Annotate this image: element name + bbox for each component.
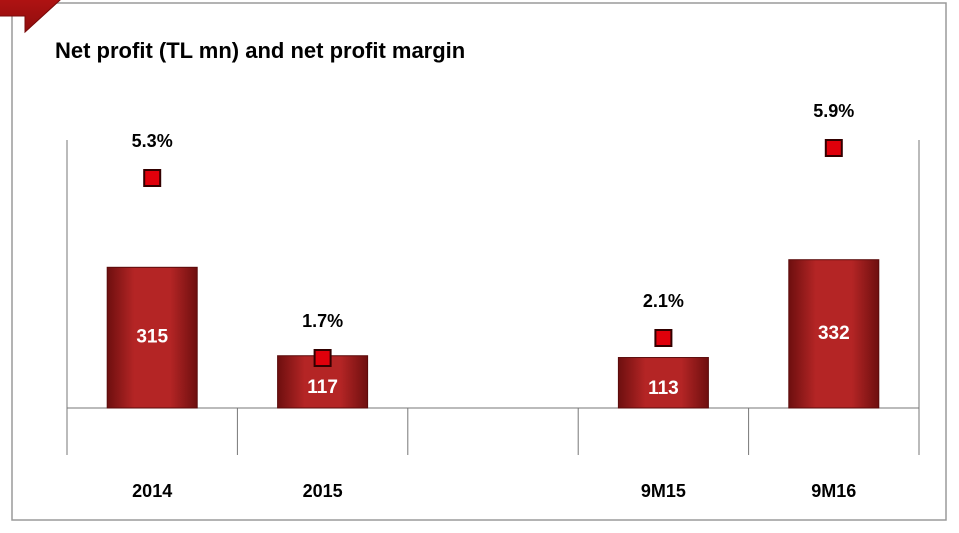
- margin-marker: [654, 329, 673, 347]
- bar-label: 315: [136, 327, 168, 348]
- margin-label: 1.7%: [302, 311, 343, 331]
- bar-label: 117: [307, 377, 338, 398]
- x-tick-label: 9M15: [641, 481, 686, 501]
- bar: [106, 266, 198, 409]
- margin-marker: [143, 169, 162, 187]
- margin-marker: [313, 349, 332, 367]
- bar: [617, 357, 709, 409]
- chart-title: Net profit (TL mn) and net profit margin: [55, 38, 465, 63]
- bar: [788, 259, 880, 409]
- bar-label: 113: [648, 378, 679, 399]
- bar-label: 332: [818, 323, 850, 344]
- arrow-shape: [0, 0, 61, 34]
- margin-marker: [824, 139, 843, 157]
- margin-label: 2.1%: [643, 291, 684, 311]
- margin-label: 5.3%: [132, 131, 173, 151]
- x-tick-label: 9M16: [811, 481, 856, 501]
- margin-label: 5.9%: [813, 101, 854, 121]
- x-tick-label: 2015: [303, 481, 343, 501]
- x-tick-label: 2014: [132, 481, 172, 501]
